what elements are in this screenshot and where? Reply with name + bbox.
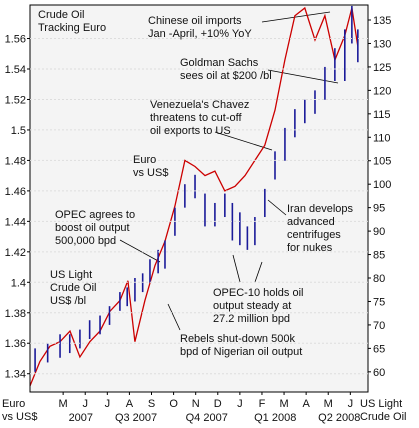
- annotation: Jan -April, +10% YoY: [148, 28, 252, 40]
- y2-tick-label: 125: [373, 62, 391, 74]
- x-tick-label: O: [169, 398, 178, 410]
- annotation: Venezuela's Chavez: [150, 99, 249, 111]
- y2-axis-label: Crude Oil: [360, 411, 406, 423]
- legend-entry: Crude Oil: [50, 282, 96, 294]
- x-tick-label: N: [192, 398, 200, 410]
- y2-tick-label: 60: [373, 367, 385, 379]
- quarter-label: Q3 2007: [115, 412, 157, 424]
- annotation: oil exports to US: [150, 125, 231, 137]
- annotation: output steady at: [213, 300, 291, 312]
- y2-tick-label: 65: [373, 343, 385, 355]
- y2-tick-label: 105: [373, 156, 391, 168]
- y-tick-label: 1.52: [5, 94, 26, 106]
- x-tick-label: M: [279, 398, 288, 410]
- y2-tick-label: 85: [373, 250, 385, 262]
- plot-frame: [29, 4, 369, 393]
- annotation: boost oil output: [55, 222, 130, 234]
- x-tick-label: F: [259, 398, 266, 410]
- annotation: for nukes: [287, 242, 333, 254]
- y2-tick-label: 115: [373, 109, 391, 121]
- legend-entry: US$ /bl: [50, 295, 86, 307]
- y2-tick-label: 80: [373, 273, 385, 285]
- x-tick-label: J: [237, 398, 243, 410]
- annotation: 27.2 million bpd: [213, 313, 290, 325]
- y-tick-label: 1.44: [5, 216, 26, 228]
- x-tick-label: J: [348, 398, 354, 410]
- y-tick-label: 1.48: [5, 155, 26, 167]
- y-axis-label: vs US$: [2, 411, 37, 423]
- annotation-arrows: [119, 11, 339, 331]
- y2-tick-label: 110: [373, 132, 391, 144]
- x-tick-label: J: [105, 398, 111, 410]
- x-tick-label: D: [214, 398, 222, 410]
- y-tick-label: 1.5: [11, 125, 26, 137]
- y2-tick-label: 120: [373, 85, 391, 97]
- annotation: bpd of Nigerian oil output: [180, 346, 302, 358]
- y2-axis-label: US Light: [360, 398, 402, 410]
- y-tick-label: 1.38: [5, 308, 26, 320]
- annotation: Chinese oil imports: [148, 15, 242, 27]
- legend-entry: US Light: [50, 269, 92, 281]
- y-tick-label: 1.4: [11, 277, 26, 289]
- quarter-label: Q4 2007: [186, 412, 228, 424]
- legend-entry: Euro: [133, 154, 156, 166]
- x-tick-label: S: [148, 398, 155, 410]
- y-tick-label: 1.42: [5, 247, 26, 259]
- y2-tick-label: 70: [373, 320, 385, 332]
- quarter-label: Q2 2008: [318, 412, 360, 424]
- x-tick-label: M: [59, 398, 68, 410]
- euro-line: [29, 6, 359, 387]
- y2-tick-label: 135: [373, 15, 391, 27]
- annotation: threatens to cut-off: [150, 112, 242, 124]
- y2-tick-label: 90: [373, 226, 385, 238]
- x-tick-label: J: [82, 398, 88, 410]
- chart-title: Tracking Euro: [38, 22, 106, 34]
- legend-entry: vs US$: [133, 167, 168, 179]
- annotation: centrifuges: [287, 229, 341, 241]
- y2-tick-label: 95: [373, 203, 385, 215]
- x-tick-label: A: [302, 398, 310, 410]
- plot-background: [30, 5, 368, 392]
- y-axis-label: Euro: [2, 398, 25, 410]
- x-tick-label: M: [324, 398, 333, 410]
- chart-title: Crude Oil: [38, 9, 84, 21]
- y-tick-label: 1.46: [5, 186, 26, 198]
- y2-tick-label: 75: [373, 296, 385, 308]
- annotation: 500,000 bpd: [55, 235, 116, 247]
- annotation: sees oil at $200 /bl: [180, 70, 272, 82]
- y-tick-label: 1.54: [5, 64, 26, 76]
- quarter-label: Q1 2008: [254, 412, 296, 424]
- annotation: advanced: [287, 216, 335, 228]
- annotation: OPEC-10 holds oil: [213, 287, 304, 299]
- y-tick-label: 1.34: [5, 369, 26, 381]
- annotation: Iran develops: [287, 203, 354, 215]
- plot: [29, 5, 359, 387]
- y-tick-label: 1.56: [5, 34, 26, 46]
- y2-tick-label: 130: [373, 38, 391, 50]
- annotation: Rebels shut-down 500k: [180, 333, 295, 345]
- y-tick-label: 1.36: [5, 338, 26, 350]
- x-tick-label: A: [126, 398, 134, 410]
- y2-tick-label: 100: [373, 179, 391, 191]
- annotation: OPEC agrees to: [55, 209, 135, 221]
- annotation: Goldman Sachs: [180, 57, 259, 69]
- quarter-label: 2007: [69, 412, 93, 424]
